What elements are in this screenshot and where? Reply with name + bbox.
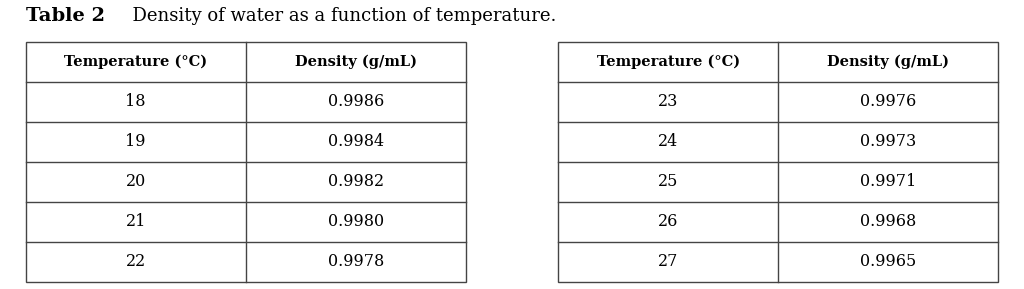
- Text: Temperature (°C): Temperature (°C): [65, 55, 207, 69]
- Text: 18: 18: [125, 93, 146, 110]
- Text: 0.9986: 0.9986: [328, 93, 384, 110]
- Text: 0.9982: 0.9982: [328, 173, 384, 190]
- Text: 0.9984: 0.9984: [328, 133, 384, 150]
- Text: 23: 23: [658, 93, 678, 110]
- Text: Table 2: Table 2: [26, 7, 104, 25]
- Text: Density of water as a function of temperature.: Density of water as a function of temper…: [121, 7, 556, 25]
- Text: 22: 22: [126, 253, 145, 270]
- Text: Temperature (°C): Temperature (°C): [597, 55, 739, 69]
- Text: 0.9965: 0.9965: [860, 253, 916, 270]
- Text: 21: 21: [126, 213, 145, 230]
- Bar: [26, 42, 466, 282]
- Text: 0.9971: 0.9971: [860, 173, 916, 190]
- Text: 27: 27: [658, 253, 678, 270]
- Text: 0.9980: 0.9980: [328, 213, 384, 230]
- Text: Density (g/mL): Density (g/mL): [827, 55, 949, 69]
- Bar: [558, 42, 998, 282]
- Text: 24: 24: [658, 133, 678, 150]
- Text: 25: 25: [658, 173, 678, 190]
- Text: 0.9978: 0.9978: [328, 253, 384, 270]
- Text: 0.9973: 0.9973: [860, 133, 916, 150]
- Text: 20: 20: [126, 173, 145, 190]
- Text: Density (g/mL): Density (g/mL): [295, 55, 417, 69]
- Text: 0.9976: 0.9976: [860, 93, 916, 110]
- Text: 26: 26: [658, 213, 678, 230]
- Text: 0.9968: 0.9968: [860, 213, 916, 230]
- Text: 19: 19: [125, 133, 146, 150]
